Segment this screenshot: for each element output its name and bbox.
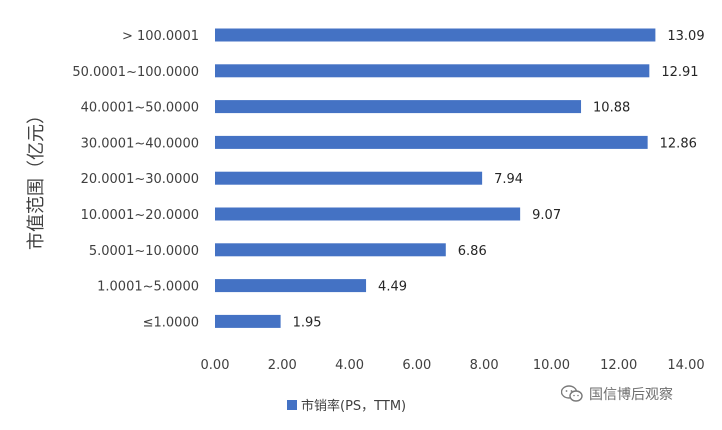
category-label: 40.0001~50.0000	[81, 101, 199, 116]
bar	[215, 207, 521, 221]
value-label: 13.09	[667, 29, 704, 44]
bars	[215, 28, 656, 328]
watermark: 国信博后观察	[561, 384, 673, 404]
bar	[215, 243, 446, 257]
y-axis-title: 市值范围（亿元）	[26, 106, 47, 250]
legend-label: 市销率(PS，TTM)	[301, 398, 406, 414]
category-label: 5.0001~10.0000	[89, 244, 199, 259]
value-label: 12.86	[660, 136, 697, 151]
category-label: 20.0001~30.0000	[81, 172, 199, 187]
x-tick-label: 2.00	[268, 358, 297, 373]
bar	[215, 64, 650, 78]
x-tick-labels: 0.00 2.00 4.00 6.00 8.00 10.00 12.00 14.00	[201, 358, 705, 373]
value-label: 1.95	[293, 315, 322, 330]
x-tick-label: 12.00	[600, 358, 637, 373]
value-label: 6.86	[458, 244, 487, 259]
bar	[215, 28, 656, 42]
wechat-icon	[561, 385, 583, 402]
category-label: > 100.0001	[122, 29, 199, 44]
value-label: 10.88	[593, 101, 630, 116]
bar	[215, 171, 483, 185]
bar	[215, 100, 582, 114]
category-label: 30.0001~40.0000	[81, 136, 199, 151]
value-labels: 13.09 12.91 10.88 12.86 7.94 9.07 6.86 4.49 1.95	[293, 29, 705, 330]
x-tick-label: 6.00	[402, 358, 431, 373]
category-label: ≤1.0000	[143, 315, 199, 330]
value-label: 12.91	[661, 65, 698, 80]
category-label: 10.0001~20.0000	[81, 208, 199, 223]
x-tick-label: 8.00	[470, 358, 499, 373]
category-label: 1.0001~5.0000	[97, 280, 199, 295]
category-labels: > 100.0001 50.0001~100.0000 40.0001~50.000…	[72, 29, 199, 330]
value-label: 7.94	[494, 172, 523, 187]
x-tick-label: 14.00	[667, 358, 704, 373]
bar	[215, 135, 648, 149]
bar	[215, 314, 281, 328]
x-tick-label: 10.00	[533, 358, 570, 373]
x-tick-label: 4.00	[335, 358, 364, 373]
value-label: 4.49	[378, 280, 407, 295]
x-tick-label: 0.00	[201, 358, 230, 373]
bar	[215, 279, 367, 293]
legend: 市销率(PS，TTM)	[287, 398, 406, 414]
legend-swatch	[287, 400, 297, 410]
category-label: 50.0001~100.0000	[72, 65, 199, 80]
value-label: 9.07	[532, 208, 561, 223]
watermark-text: 国信博后观察	[589, 387, 673, 403]
y-axis-label: 市值范围（亿元）	[26, 106, 47, 250]
